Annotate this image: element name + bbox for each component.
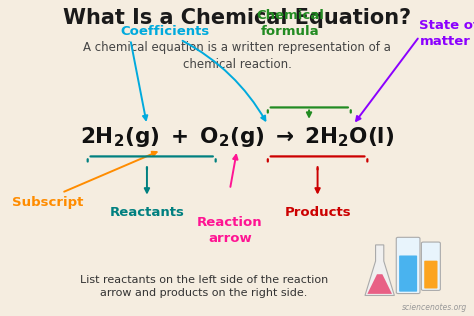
Text: Reactants: Reactants (109, 206, 184, 219)
Text: Subscript: Subscript (12, 196, 83, 209)
Text: Chemical
formula: Chemical formula (256, 9, 324, 39)
Text: Products: Products (284, 206, 351, 219)
Text: sciencenotes.org: sciencenotes.org (401, 303, 467, 312)
FancyBboxPatch shape (424, 261, 438, 289)
FancyBboxPatch shape (396, 237, 420, 294)
Text: State of
matter: State of matter (419, 19, 474, 48)
Text: $\mathbf{2H_2(g)\ +\ O_2(g)\ \rightarrow\ 2H_2O(l)}$: $\mathbf{2H_2(g)\ +\ O_2(g)\ \rightarrow… (80, 125, 394, 149)
Text: What Is a Chemical Equation?: What Is a Chemical Equation? (63, 8, 411, 28)
FancyBboxPatch shape (421, 242, 440, 290)
Text: List reactants on the left side of the reaction
arrow and products on the right : List reactants on the left side of the r… (80, 275, 328, 298)
Polygon shape (365, 245, 394, 295)
FancyBboxPatch shape (399, 255, 417, 292)
Text: Coefficients: Coefficients (121, 25, 210, 38)
Polygon shape (367, 274, 392, 294)
Text: Reaction
arrow: Reaction arrow (197, 216, 263, 246)
Text: A chemical equation is a written representation of a
chemical reaction.: A chemical equation is a written represe… (83, 41, 391, 71)
